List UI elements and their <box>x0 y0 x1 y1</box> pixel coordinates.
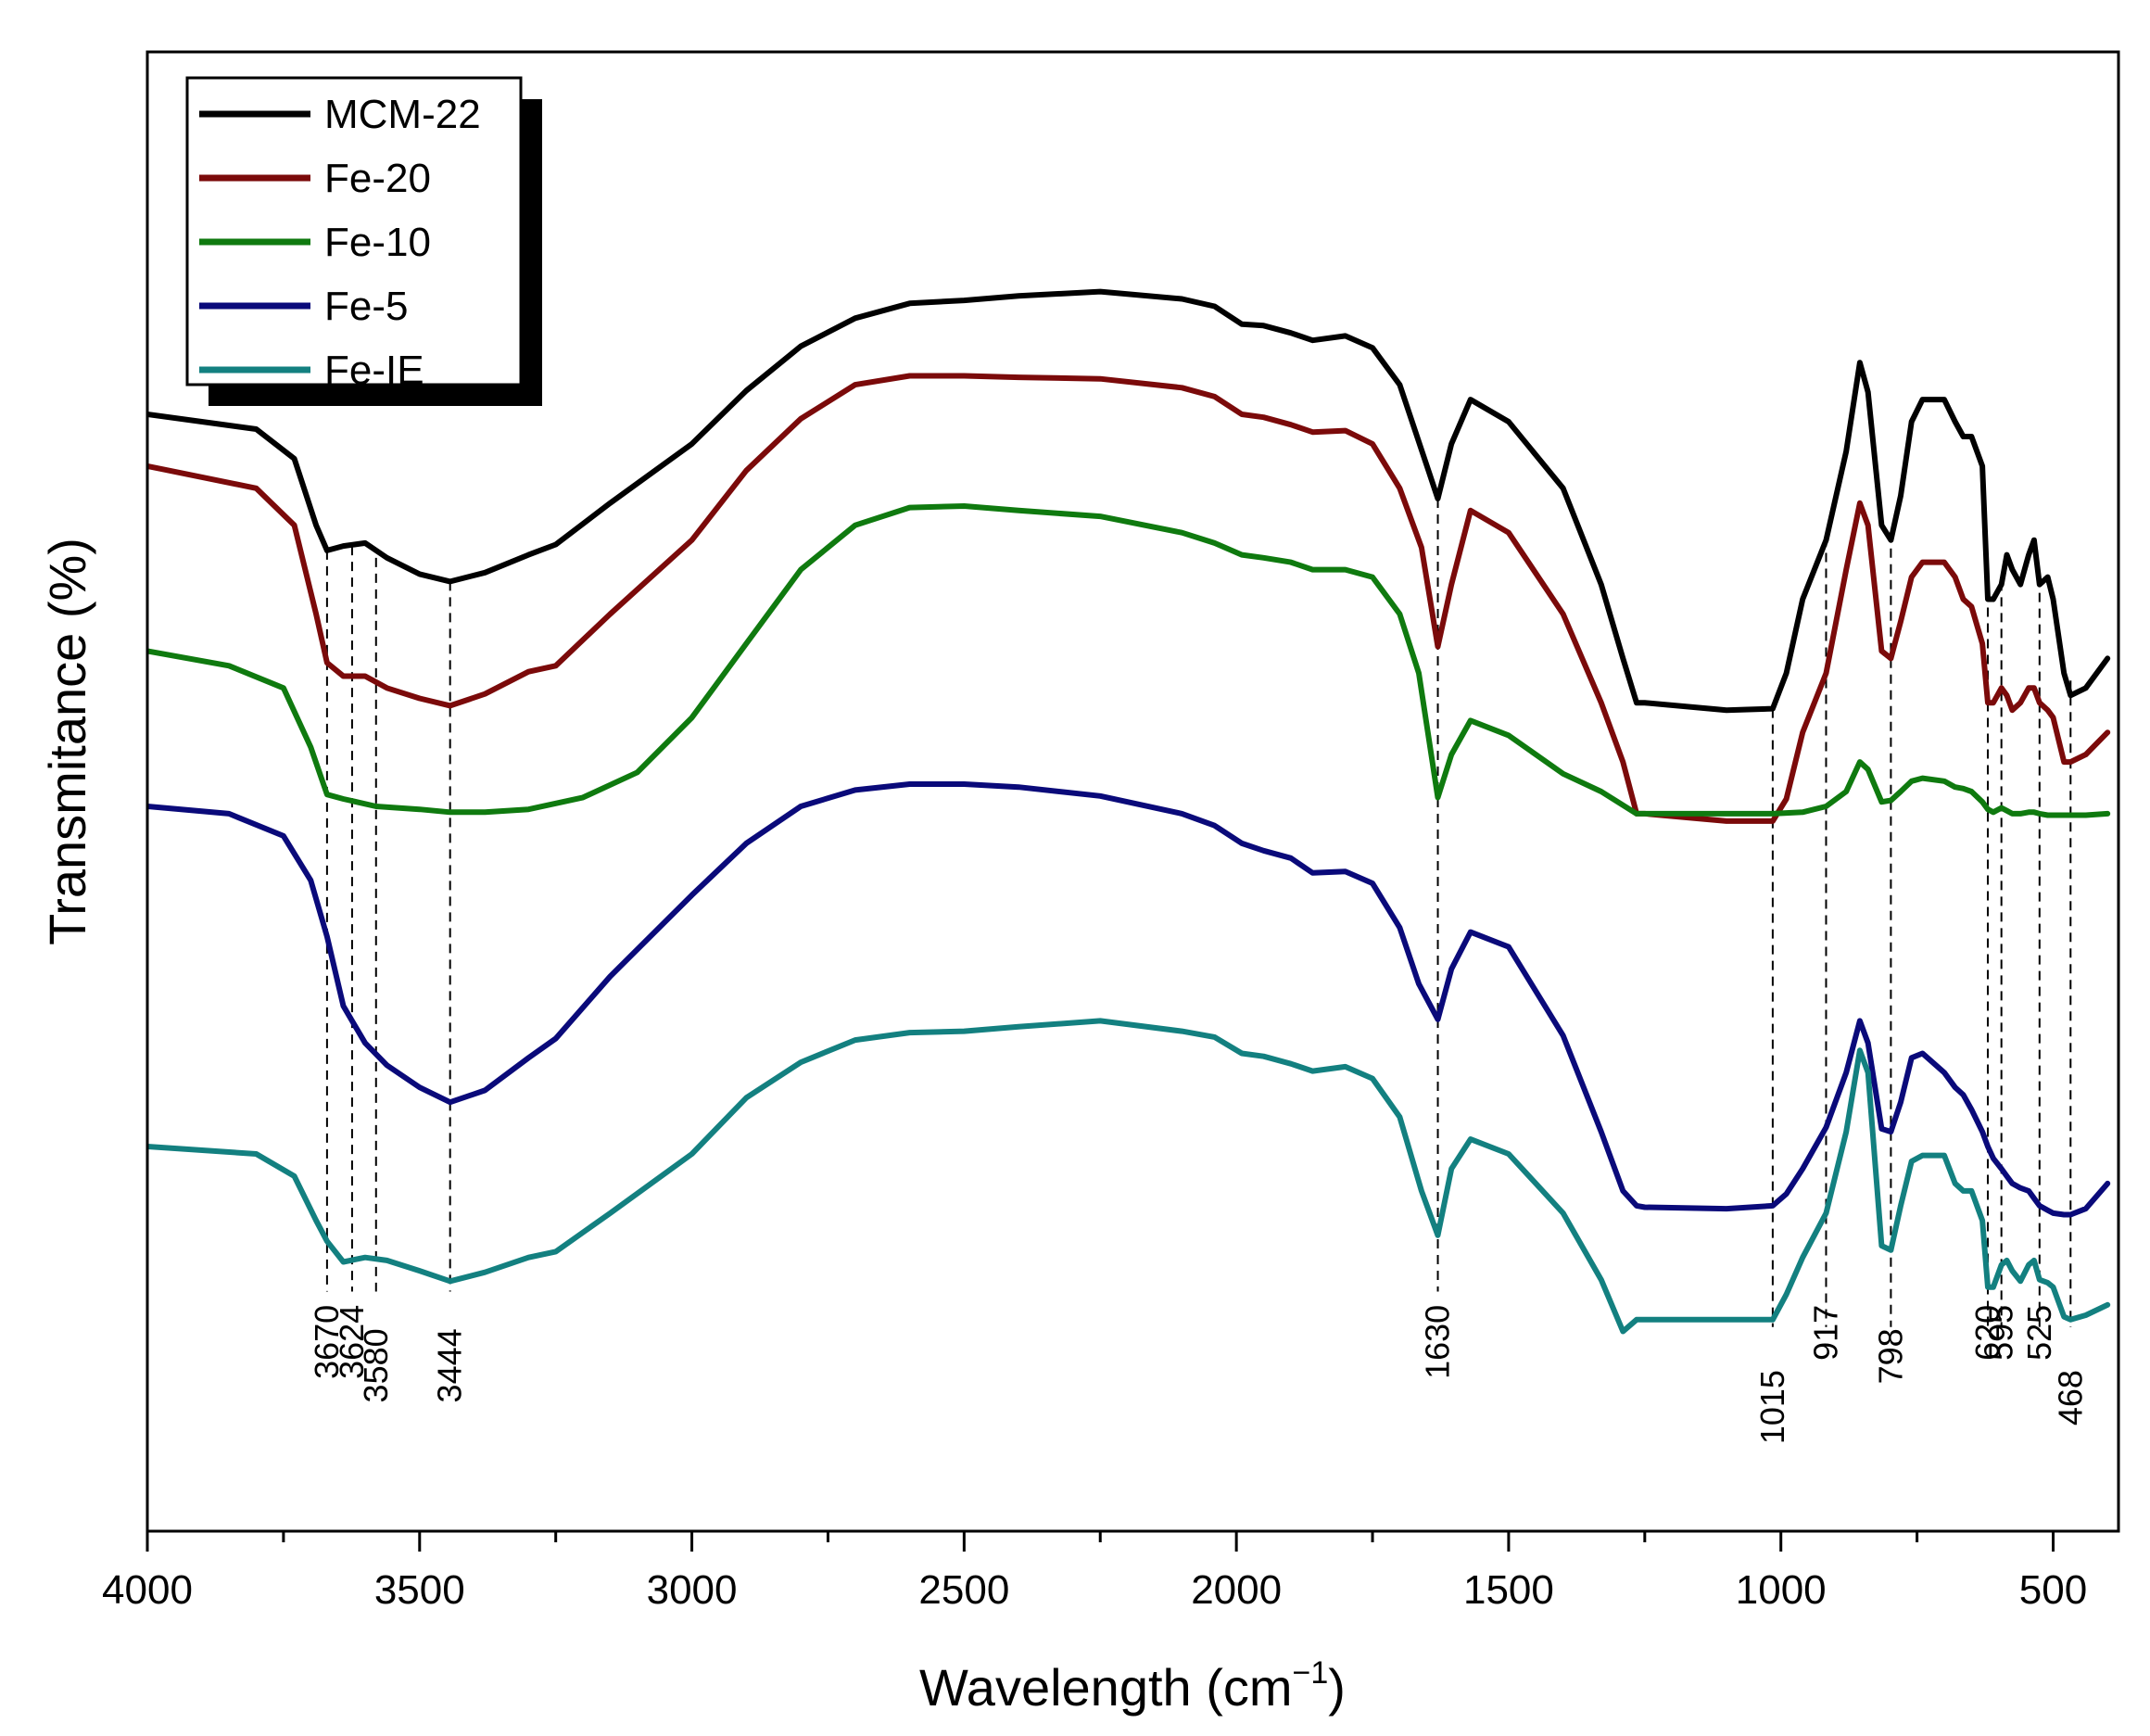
peak-label-1015: 1015 <box>1753 1370 1791 1444</box>
legend: MCM-22 Fe-20 Fe-10 Fe-5 Fe-IE <box>185 76 542 406</box>
x-tick-label-4000: 4000 <box>102 1567 193 1613</box>
legend-label-fe-ie: Fe-IE <box>324 348 424 393</box>
y-axis-title: Transmitance (%) <box>38 538 96 945</box>
peak-label-1630: 1630 <box>1419 1305 1457 1379</box>
x-tick-label-2000: 2000 <box>1191 1567 1282 1613</box>
series-line-mcm-22 <box>147 288 2111 714</box>
series-line-fe-5 <box>147 781 2111 1218</box>
peak-label-798: 798 <box>1871 1328 1909 1384</box>
x-tick-label-500: 500 <box>2019 1567 2087 1613</box>
x-tick-label-1500: 1500 <box>1463 1567 1554 1613</box>
x-axis-title-sup: −1 <box>1293 1655 1329 1691</box>
x-axis-title: Wavelength (cm−1) <box>919 1655 1346 1717</box>
legend-label-mcm-22: MCM-22 <box>324 92 481 137</box>
x-axis-title-main: Wavelength (cm <box>919 1658 1293 1717</box>
plot-frame <box>145 50 2120 1533</box>
x-axis-title-close: ) <box>1328 1658 1346 1717</box>
series-line-fe-ie <box>147 1018 2111 1335</box>
x-tick-label-3500: 3500 <box>374 1567 465 1613</box>
legend-label-fe-20: Fe-20 <box>324 156 431 201</box>
peak-label-468: 468 <box>2051 1370 2089 1426</box>
series-line-fe-10 <box>147 503 2111 818</box>
spectra <box>147 288 2111 1335</box>
peak-label-620: 620 <box>1968 1305 2006 1361</box>
peak-label-3444: 3444 <box>431 1328 469 1402</box>
x-tick-label-3000: 3000 <box>647 1567 738 1613</box>
legend-label-fe-10: Fe-10 <box>324 220 431 265</box>
peak-label-3670: 3670 <box>308 1305 346 1379</box>
x-tick-label-1000: 1000 <box>1736 1567 1827 1613</box>
peak-label-3624: 3624 <box>333 1305 371 1379</box>
peak-label-3580: 3580 <box>357 1328 395 1402</box>
peak-label-525: 525 <box>2020 1305 2058 1361</box>
x-tick-label-2500: 2500 <box>918 1567 1009 1613</box>
legend-box <box>185 76 523 386</box>
peak-label-595: 595 <box>1982 1305 2020 1361</box>
legend-label-fe-5: Fe-5 <box>324 284 408 329</box>
series-line-fe-20 <box>147 373 2111 824</box>
peak-label-917: 917 <box>1806 1305 1844 1361</box>
x-axis: 4000 3500 3000 2500 2000 1500 1000 500 <box>102 1531 2087 1613</box>
